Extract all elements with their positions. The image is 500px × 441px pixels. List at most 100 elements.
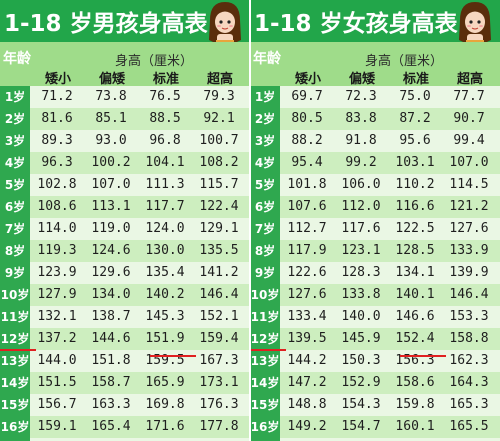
height-cell: 127.9 [37,287,77,302]
age-cell: 15岁 [250,394,280,416]
height-cell: 132.1 [37,309,77,324]
height-cell: 159.5 [145,353,185,368]
height-cell: 163.3 [91,397,131,412]
height-cell: 91.8 [345,133,377,148]
table-row: 6岁 107.6 112.0 116.6 121.2 [250,196,500,218]
table-row: 1岁 69.7 72.3 75.0 77.7 [250,86,500,108]
height-cell: 107.6 [287,199,327,214]
girls-height-table: 1-18 岁女孩身高表 年龄 身高（厘米） 矮小 偏矮 标准 超高 1岁 69.7… [250,0,500,441]
height-cell: 149.2 [287,419,327,434]
height-cell: 171.6 [145,419,185,434]
table-row: 11岁 133.4 140.0 146.6 153.3 [250,306,500,328]
girls-col-header-short: 矮小 [294,72,321,87]
height-cell: 117.6 [341,221,381,236]
table-row: 7岁 112.7 117.6 122.5 127.6 [250,218,500,240]
boys-highlight-underline-age [0,349,36,351]
height-cell: 95.4 [291,155,323,170]
age-cell: 11岁 [250,306,280,328]
height-cell: 113.1 [91,199,131,214]
height-cell: 159.8 [395,397,435,412]
height-cell: 80.5 [291,111,323,126]
girls-height-group-header: 身高（厘米） [364,54,443,69]
height-cell: 87.2 [399,111,431,126]
height-cell: 176.3 [199,397,239,412]
table-row: 11岁 132.1 138.7 145.3 152.1 [0,306,250,328]
height-cell: 112.7 [287,221,327,236]
height-cell: 124.0 [145,221,185,236]
height-cell: 122.4 [199,199,239,214]
table-row: 9岁 123.9 129.6 135.4 141.2 [0,262,250,284]
height-cell: 103.1 [395,155,435,170]
height-cell: 114.5 [449,177,489,192]
boys-col-header-standard: 标准 [152,72,179,87]
girls-table-body: 1岁 69.7 72.3 75.0 77.7 2岁 80.5 83.8 87.2 90.7 3岁 88… [250,86,500,441]
height-cell: 152.9 [341,375,381,390]
age-cell: 8岁 [250,240,280,262]
girls-col-header-standard: 标准 [402,72,429,87]
height-cell: 127.6 [449,221,489,236]
boys-col-header-below-avg: 偏矮 [98,72,125,87]
girls-table-title: 1-18 岁女孩身高表 [254,11,458,37]
age-cell: 4岁 [250,152,280,174]
age-cell: 15岁 [0,394,30,416]
age-cell: 16岁 [0,416,30,438]
height-cell: 129.1 [199,221,239,236]
height-cell: 135.5 [199,243,239,258]
age-cell: 2岁 [250,108,280,130]
boys-table-title: 1-18 岁男孩身高表 [4,11,208,37]
height-cell: 100.7 [199,133,239,148]
height-cell: 156.7 [37,397,77,412]
age-cell: 9岁 [0,262,30,284]
height-cell: 146.6 [395,309,435,324]
height-cell: 121.2 [449,199,489,214]
age-cell: 14岁 [250,372,280,394]
height-cell: 122.5 [395,221,435,236]
height-cell: 117.7 [145,199,185,214]
age-cell: 14岁 [0,372,30,394]
height-cell: 167.3 [199,353,239,368]
table-row: 17岁160.1166.3172.3178.4 [0,438,250,441]
height-cell: 119.3 [37,243,77,258]
table-row: 1岁 71.2 73.8 76.5 79.3 [0,86,250,108]
height-cell: 93.0 [95,133,127,148]
height-cell: 111.3 [145,177,185,192]
age-cell: 13岁 [0,350,30,372]
height-cell: 115.7 [199,177,239,192]
height-cell: 144.6 [91,331,131,346]
height-cell: 146.4 [449,287,489,302]
table-row: 12岁 139.5 145.9 152.4 158.8 [250,328,500,350]
age-cell: 12岁 [0,328,30,350]
height-cell: 110.2 [395,177,435,192]
height-cell: 129.6 [91,265,131,280]
height-cell: 152.1 [199,309,239,324]
height-cell: 88.2 [291,133,323,148]
table-row: 2岁 80.5 83.8 87.2 90.7 [250,108,500,130]
boys-col-header-tall: 超高 [206,72,233,87]
table-row: 3岁 89.3 93.0 96.8 100.7 [0,130,250,152]
height-cell: 154.7 [341,419,381,434]
height-cell: 71.2 [41,89,73,104]
height-cell: 144.2 [287,353,327,368]
height-cell: 107.0 [91,177,131,192]
height-cell: 134.0 [91,287,131,302]
height-cell: 100.2 [91,155,131,170]
girls-title-bar [250,0,500,42]
age-cell: 12岁 [250,328,280,350]
table-row: 13岁 144.0 151.8 159.5 167.3 [0,350,250,372]
height-cell: 169.8 [145,397,185,412]
age-cell: 3岁 [250,130,280,152]
height-cell: 116.6 [395,199,435,214]
height-cell: 151.5 [37,375,77,390]
table-row: 8岁 117.9 123.1 128.5 133.9 [250,240,500,262]
height-cell: 83.8 [345,111,377,126]
height-cell: 156.3 [395,353,435,368]
height-cell: 85.1 [95,111,127,126]
table-row: 17岁149.5154.9160.3165.7 [250,438,500,441]
table-row: 9岁 122.6 128.3 134.1 139.9 [250,262,500,284]
height-cell: 114.0 [37,221,77,236]
table-row: 14岁 151.5 158.7 165.9 173.1 [0,372,250,394]
height-cell: 106.0 [341,177,381,192]
height-cell: 165.3 [449,397,489,412]
height-cell: 145.3 [145,309,185,324]
height-cell: 173.1 [199,375,239,390]
